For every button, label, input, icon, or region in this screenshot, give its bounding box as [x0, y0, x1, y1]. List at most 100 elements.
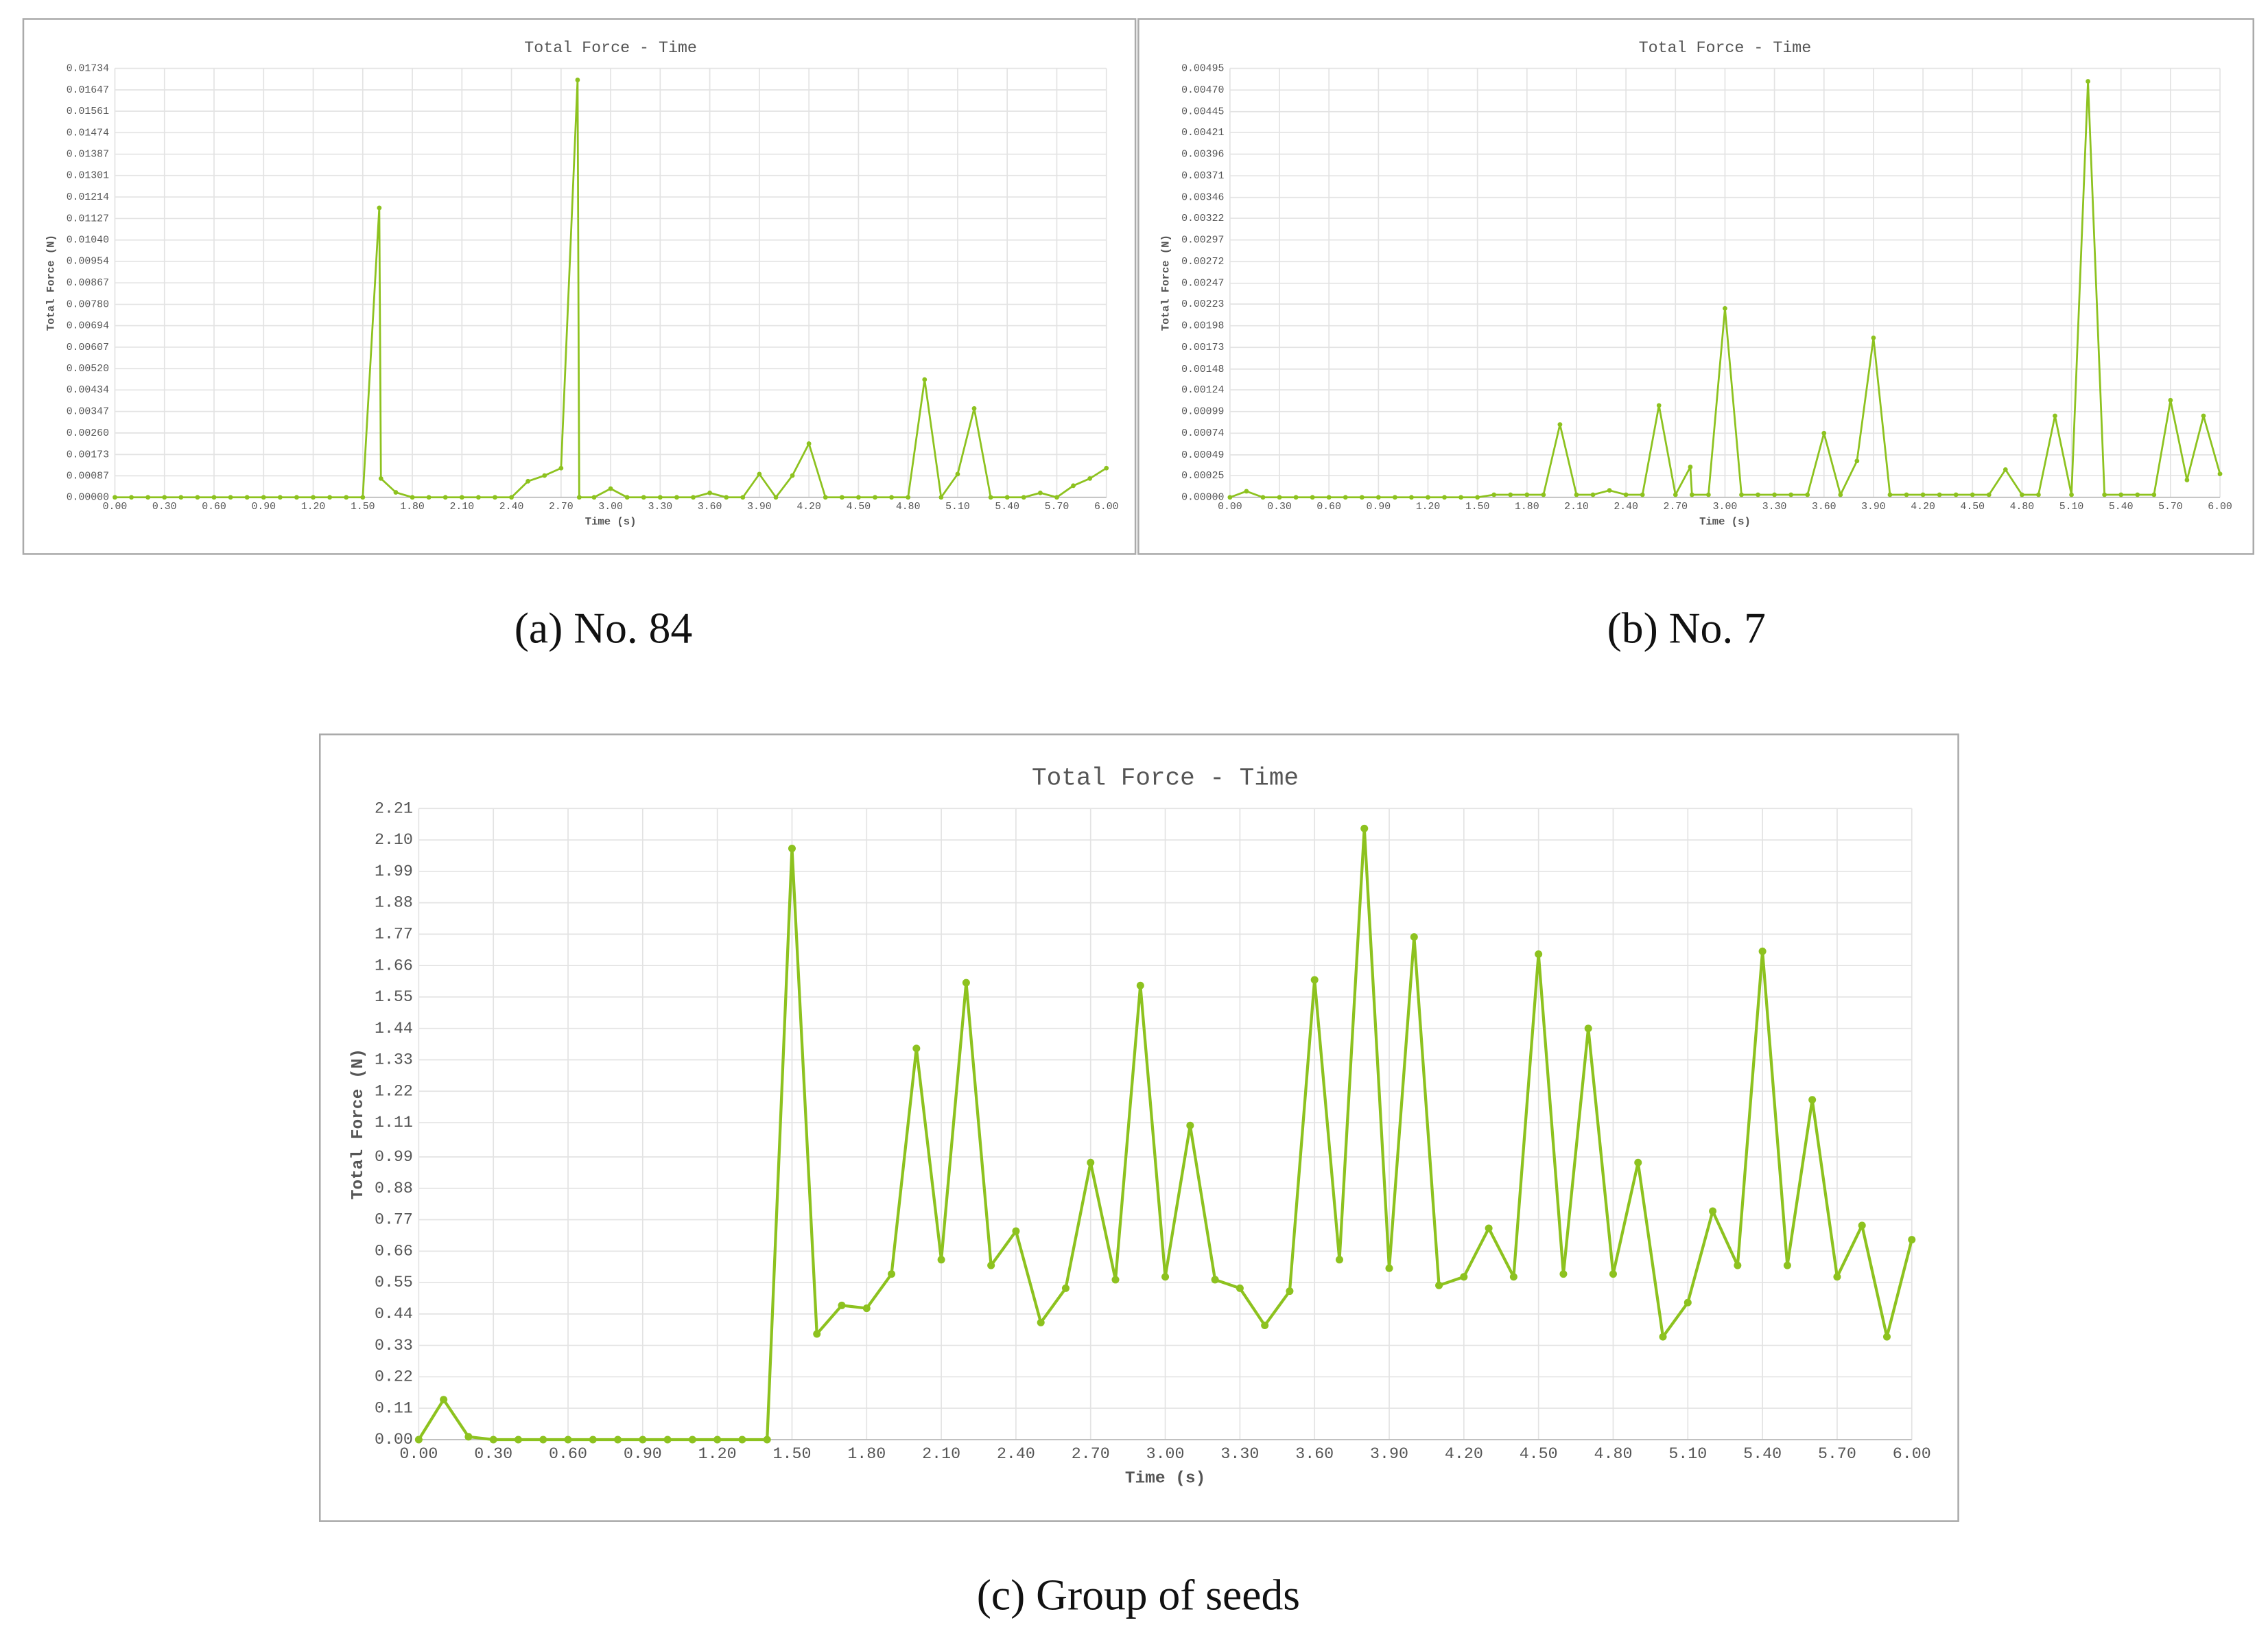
x-tick-label: 3.30 [648, 502, 673, 513]
y-tick-label: 0.33 [375, 1337, 413, 1355]
data-point [591, 495, 597, 500]
data-point [1260, 495, 1266, 500]
y-tick-label: 0.66 [375, 1242, 413, 1260]
data-point [1343, 495, 1348, 500]
y-axis-label: Total Force (N) [349, 1049, 368, 1199]
data-point [1986, 492, 1992, 497]
data-point [2086, 79, 2090, 84]
chart-title: Total Force - Time [524, 39, 697, 57]
x-tick-label: 4.80 [2010, 502, 2035, 513]
data-point [1854, 458, 1860, 464]
y-tick-label: 0.00000 [1181, 493, 1224, 504]
data-point [938, 495, 944, 500]
data-point [1882, 1333, 1891, 1341]
x-tick-label: 0.30 [152, 502, 177, 513]
data-point [1310, 495, 1315, 500]
data-point [1920, 492, 1926, 497]
data-point [740, 495, 746, 500]
data-point [757, 471, 762, 477]
x-tick-label: 3.90 [1861, 502, 1886, 513]
data-point [1359, 495, 1365, 500]
x-tick-label: 2.40 [997, 1445, 1035, 1463]
data-point [1236, 1284, 1244, 1292]
data-point [2118, 492, 2124, 497]
data-point [1335, 1256, 1343, 1264]
x-tick-label: 2.10 [922, 1445, 960, 1463]
x-tick-label: 3.30 [1220, 1445, 1259, 1463]
data-point [277, 495, 283, 500]
y-tick-label: 0.01647 [67, 85, 109, 96]
data-point [906, 495, 911, 500]
x-tick-label: 1.80 [400, 502, 425, 513]
data-point [1688, 465, 1693, 469]
data-point [211, 495, 217, 500]
x-tick-label: 5.70 [1045, 502, 1070, 513]
y-tick-label: 0.01734 [67, 64, 109, 75]
y-tick-label: 0.00421 [1181, 128, 1224, 139]
caption: (a) No. 84 [515, 603, 692, 652]
chart-title: Total Force - Time [1639, 39, 1812, 57]
data-point [1808, 1096, 1817, 1104]
data-point [1937, 492, 1942, 497]
data-point [410, 495, 415, 500]
x-tick-label: 1.50 [1465, 502, 1490, 513]
data-point [327, 495, 332, 500]
x-tick-label: 1.80 [847, 1445, 886, 1463]
y-tick-label: 0.00470 [1181, 85, 1224, 96]
data-point [311, 495, 316, 500]
y-tick-label: 0.00867 [67, 278, 109, 289]
data-point [1557, 422, 1563, 427]
x-tick-label: 3.60 [1812, 502, 1836, 513]
x-tick-label: 2.40 [499, 502, 524, 513]
y-tick-label: 0.00223 [1181, 299, 1224, 310]
data-point [294, 495, 299, 500]
x-tick-label: 0.00 [1218, 502, 1242, 513]
data-point [145, 495, 151, 500]
data-point [344, 495, 349, 500]
data-point [1709, 1207, 1717, 1215]
data-point [962, 979, 970, 987]
data-point [1908, 1236, 1916, 1244]
x-tick-label: 0.30 [1267, 502, 1292, 513]
data-point [1485, 1224, 1493, 1232]
data-point [442, 495, 448, 500]
data-point [393, 490, 399, 495]
data-point [1491, 492, 1497, 497]
y-tick-label: 1.33 [375, 1051, 413, 1069]
x-tick-label: 2.10 [450, 502, 475, 513]
data-point [1833, 1273, 1841, 1281]
data-point [1734, 1261, 1742, 1269]
y-tick-label: 0.00124 [1181, 385, 1224, 396]
data-point [674, 495, 679, 500]
data-point [1590, 492, 1596, 497]
data-point [476, 495, 481, 500]
data-point [1508, 492, 1513, 497]
data-point [1375, 495, 1381, 500]
x-tick-label: 3.90 [1370, 1445, 1408, 1463]
data-point [1607, 488, 1612, 493]
data-point [2019, 492, 2024, 497]
data-point [228, 495, 233, 500]
data-point [2053, 413, 2057, 419]
data-point [525, 478, 531, 484]
data-point [839, 495, 844, 500]
data-point [2201, 413, 2206, 419]
data-point [1609, 1270, 1617, 1278]
data-point [790, 473, 795, 478]
data-point [1261, 1322, 1269, 1330]
data-point [1021, 495, 1026, 500]
x-tick-label: 3.60 [1295, 1445, 1334, 1463]
x-tick-label: 0.90 [1367, 502, 1391, 513]
x-tick-label: 5.40 [2109, 502, 2134, 513]
x-tick-label: 2.70 [1072, 1445, 1110, 1463]
data-point [1805, 492, 1810, 497]
y-tick-label: 0.00049 [1181, 450, 1224, 461]
data-point [724, 495, 729, 500]
data-point [575, 78, 580, 82]
x-tick-label: 1.20 [301, 502, 326, 513]
data-point [1705, 492, 1711, 497]
data-point [922, 377, 928, 382]
data-point [1054, 495, 1059, 500]
data-point [261, 495, 266, 500]
